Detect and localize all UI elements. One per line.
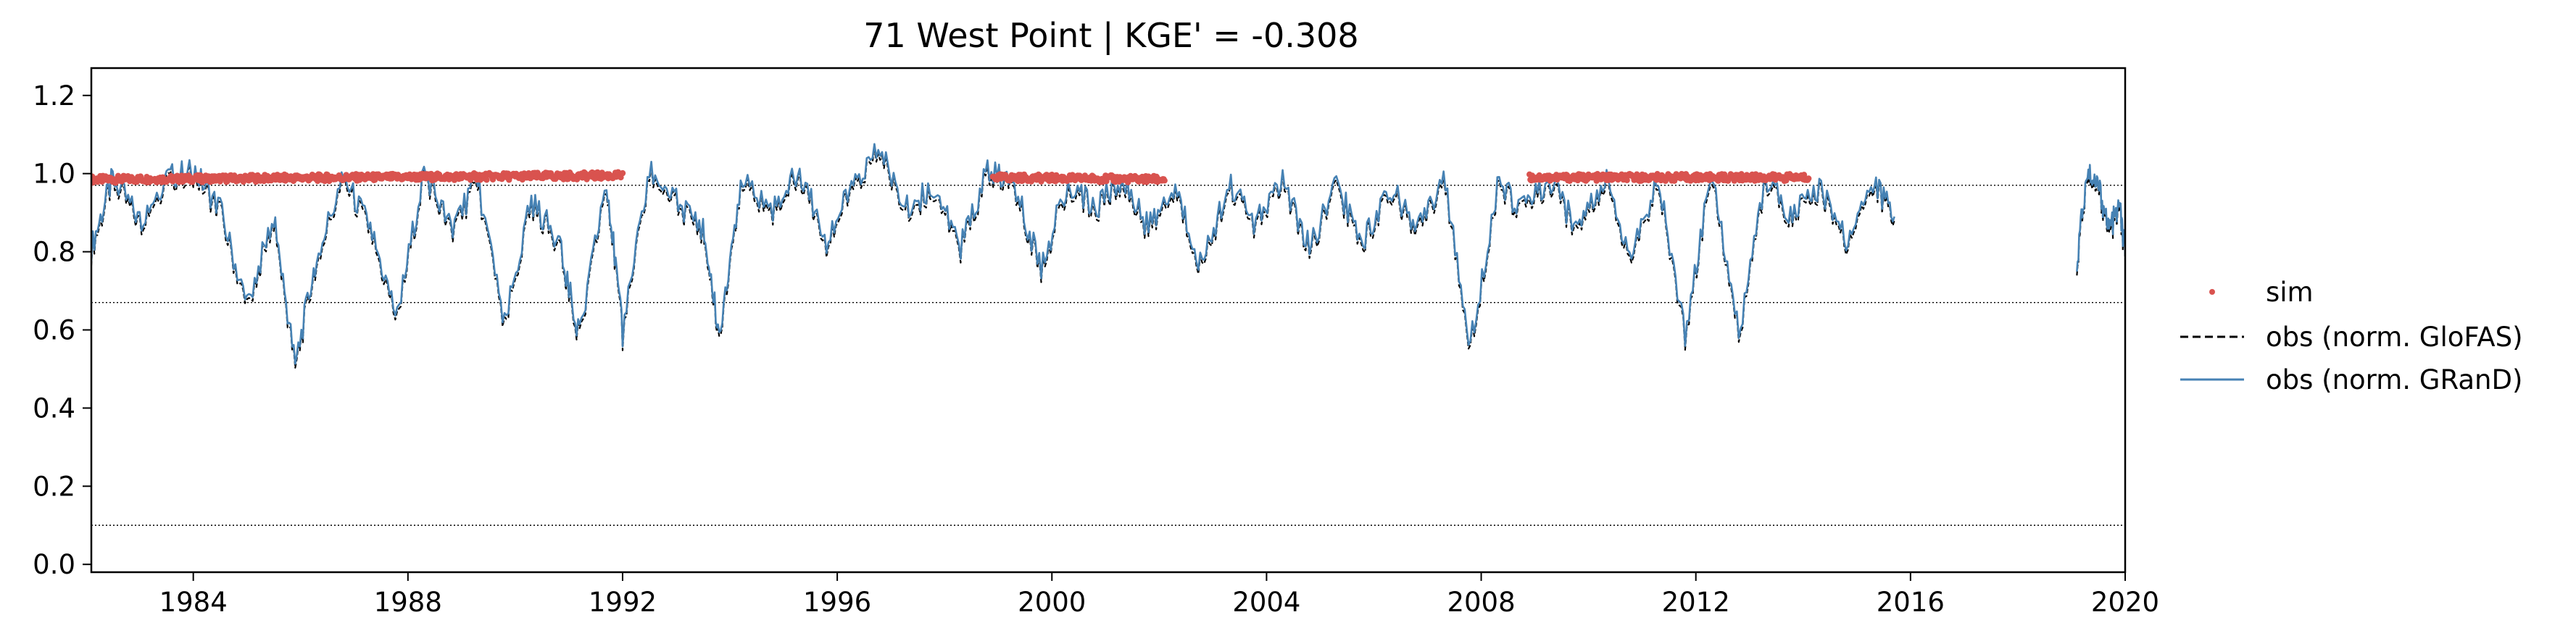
x-tick-label: 1984 <box>159 587 228 618</box>
y-tick-label: 0.0 <box>33 549 75 580</box>
x-tick-label: 2008 <box>1447 587 1515 618</box>
x-tick-label: 2004 <box>1232 587 1300 618</box>
x-tick-label: 2000 <box>1018 587 1086 618</box>
legend: sim obs (norm. GloFAS) obs (norm. GRanD) <box>2180 277 2523 395</box>
x-tick-label: 2020 <box>2091 587 2159 618</box>
legend-glofas-label: obs (norm. GloFAS) <box>2266 322 2523 353</box>
y-tick-label: 1.2 <box>33 80 75 112</box>
plot-frame <box>90 67 2127 574</box>
x-tick-label: 2016 <box>1877 587 1945 618</box>
x-axis: 1984 1988 1992 1996 2000 2004 2008 2012 2016 2020 <box>159 572 2159 618</box>
sim-point <box>483 177 490 183</box>
sim-point <box>1806 175 1812 182</box>
plot-area <box>91 143 2125 526</box>
y-axis: 0.0 0.2 0.4 0.6 0.8 1.0 1.2 <box>33 80 91 580</box>
x-tick-label: 1992 <box>589 587 657 618</box>
sim-point <box>619 169 626 177</box>
x-tick-label: 1996 <box>803 587 871 618</box>
y-tick-label: 0.8 <box>33 237 75 268</box>
y-tick-label: 0.2 <box>33 471 75 502</box>
legend-sim-marker <box>2209 289 2215 295</box>
sim-point <box>1624 177 1630 183</box>
sim-point <box>1161 177 1168 184</box>
y-tick-label: 0.4 <box>33 393 75 424</box>
chart-title: 71 West Point | KGE' = -0.308 <box>863 16 1358 56</box>
sim-point <box>372 177 378 183</box>
x-tick-label: 1988 <box>374 587 442 618</box>
legend-sim-label: sim <box>2266 277 2314 308</box>
sim-point <box>428 170 435 177</box>
y-tick-label: 0.6 <box>33 314 75 345</box>
series-grand-line-0 <box>91 143 1895 365</box>
x-tick-label: 2012 <box>1662 587 1730 618</box>
plot-content <box>91 143 2125 526</box>
series-glofas-line-0 <box>91 147 1895 369</box>
series-grand-line-1 <box>2076 164 2125 272</box>
legend-grand-label: obs (norm. GRanD) <box>2266 364 2522 395</box>
y-tick-label: 1.0 <box>33 159 75 190</box>
